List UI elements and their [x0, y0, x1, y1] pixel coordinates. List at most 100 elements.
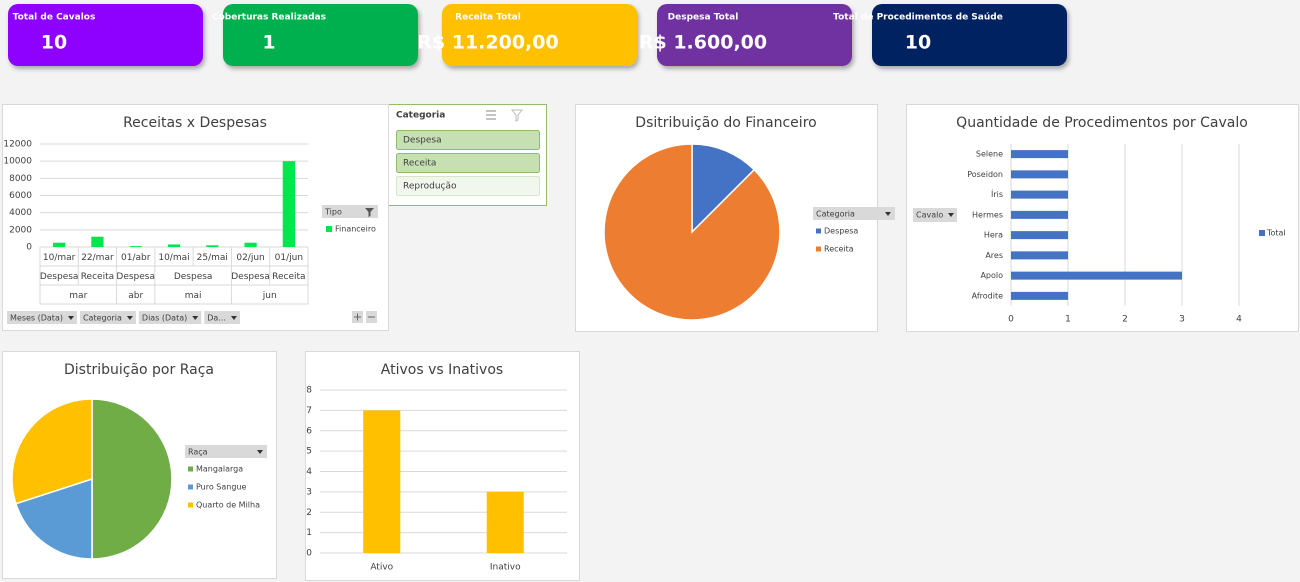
kpi-value: 10 — [905, 32, 931, 54]
kpi-label: Receita Total — [455, 13, 521, 23]
field-button[interactable] — [204, 311, 240, 324]
slicer-item[interactable] — [396, 176, 540, 196]
y-tick-label: 1 — [306, 528, 312, 538]
y-tick-label: Íris — [991, 188, 1003, 199]
y-tick-label: 6 — [306, 426, 312, 436]
legend-label: Financeiro — [335, 225, 376, 234]
bar — [282, 161, 295, 247]
bar — [91, 236, 104, 247]
field-button-label: Cavalo — [916, 211, 943, 220]
y-tick-label: 2 — [306, 508, 312, 518]
y-tick-label: 8 — [306, 386, 312, 396]
chart-frame — [305, 351, 580, 581]
legend-title: Categoria — [816, 210, 855, 219]
x-tick-label: 0 — [1008, 315, 1014, 325]
field-button-label: Dias (Data) — [142, 314, 187, 323]
field-button[interactable] — [7, 311, 77, 324]
x-tick-label: Inativo — [490, 563, 521, 573]
y-tick-label: Apolo — [980, 271, 1003, 280]
field-button[interactable] — [913, 208, 957, 222]
legend-swatch — [816, 246, 821, 252]
y-tick-label: 8000 — [9, 174, 32, 184]
dropdown-arrow — [230, 316, 237, 320]
kpi-card — [8, 4, 203, 66]
x-tick-label: 01/jun — [275, 253, 303, 263]
legend-filter-button[interactable] — [813, 207, 895, 220]
kpi-card — [442, 4, 637, 66]
x-tick-label: Despesa — [40, 272, 79, 282]
y-tick-label: 3 — [306, 487, 312, 497]
chart-title: Receitas x Despesas — [123, 115, 267, 131]
x-tick-label: 10/mai — [158, 253, 189, 263]
y-tick-label: 7 — [306, 406, 312, 416]
legend-label: Total — [1266, 229, 1286, 238]
kpi-label: Despesa Total — [668, 13, 739, 23]
slicer-item[interactable] — [396, 153, 540, 173]
y-tick-label: Hera — [984, 231, 1003, 240]
bar — [486, 491, 524, 553]
x-tick-label: 2 — [1122, 315, 1128, 325]
y-tick-label: Selene — [976, 150, 1003, 159]
x-tick-label: Receita — [272, 272, 305, 282]
legend-title: Raça — [188, 448, 208, 457]
chart-title: Distribuição por Raça — [64, 362, 214, 378]
pie-slice — [691, 143, 756, 234]
chart-title: Dsitribuição do Financeiro — [635, 115, 816, 131]
dropdown-arrow — [126, 316, 133, 320]
y-tick-label: 0 — [306, 549, 312, 559]
legend-label: Receita — [824, 245, 854, 254]
x-tick-label: mar — [69, 291, 87, 301]
multi-select-icon[interactable] — [486, 110, 496, 120]
pie-slice — [91, 398, 173, 560]
x-tick-label: Despesa — [174, 272, 213, 282]
bar — [363, 410, 401, 553]
y-tick-label: 2000 — [9, 225, 32, 235]
clear-filter-icon[interactable] — [510, 109, 524, 122]
slicer-title: Categoria — [396, 111, 445, 121]
legend-swatch — [1259, 230, 1265, 236]
bar — [129, 246, 142, 247]
filter-icon — [365, 208, 374, 217]
legend-filter-button[interactable] — [185, 445, 267, 458]
kpi-label: Total de Cavalos — [13, 13, 96, 23]
x-tick-label: Receita — [81, 272, 114, 282]
bar — [1011, 271, 1182, 280]
y-tick-label: 10000 — [3, 157, 32, 167]
legend-label: Despesa — [824, 227, 858, 236]
kpi-card — [657, 4, 852, 66]
plus-icon — [354, 313, 361, 321]
bar — [1011, 150, 1068, 159]
kpi-label: Total de Procedimentos de Saúde — [833, 13, 1003, 23]
chart-title: Ativos vs Inativos — [381, 362, 503, 378]
legend-filter-button[interactable] — [322, 205, 378, 218]
y-tick-label: Ares — [985, 251, 1003, 260]
field-button[interactable] — [79, 311, 136, 324]
slicer-item[interactable] — [396, 130, 540, 150]
x-tick-label: 3 — [1179, 315, 1185, 325]
field-button[interactable] — [138, 311, 202, 324]
y-tick-label: Hermes — [972, 210, 1003, 219]
kpi-value: 10 — [41, 32, 67, 54]
x-tick-label: 25/mai — [197, 253, 228, 263]
x-tick-label: Despesa — [116, 272, 155, 282]
legend-swatch — [188, 502, 193, 508]
legend-swatch — [326, 226, 332, 232]
pie-slice — [11, 398, 93, 505]
field-button-label: Da... — [207, 314, 226, 323]
chart-title: Quantidade de Procedimentos por Cavalo — [956, 115, 1248, 131]
x-tick-label: 02/jun — [236, 253, 264, 263]
field-button-label: Categoria — [83, 314, 122, 323]
y-tick-label: Afrodite — [972, 291, 1003, 300]
y-tick-label: 0 — [26, 243, 32, 253]
x-tick-label: abr — [128, 291, 143, 301]
legend-title: Tipo — [324, 208, 342, 217]
kpi-label: Coberturas Realizadas — [212, 13, 326, 23]
bar — [244, 242, 257, 247]
slicer-item-label: Receita — [403, 159, 436, 169]
bar — [1011, 231, 1068, 240]
x-tick-label: 10/mar — [43, 253, 76, 263]
x-tick-label: jun — [262, 291, 277, 301]
legend-swatch — [188, 466, 193, 472]
x-tick-label: Despesa — [231, 272, 270, 282]
